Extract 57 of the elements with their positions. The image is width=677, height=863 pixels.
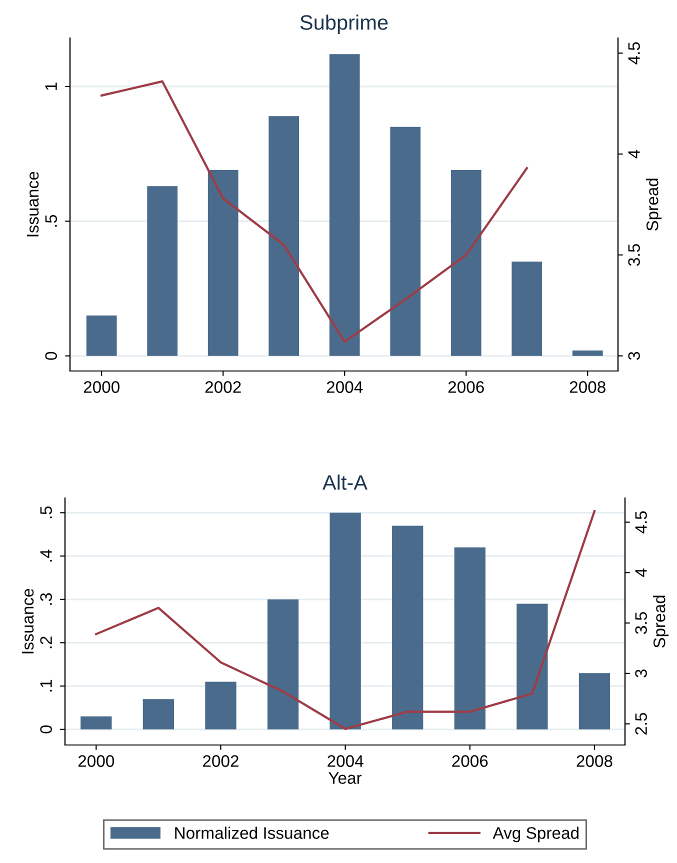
bar [205,682,236,730]
bar [516,604,548,730]
bar [572,350,603,356]
y2-tick-label: 3.5 [628,244,640,266]
y-tick-label: 0 [45,352,57,360]
chart-title: Alt-A [322,474,368,490]
y2-tick-label: 2.5 [635,712,647,735]
y2-tick-label: 3 [635,670,647,678]
bar [450,170,482,356]
bar [390,126,421,356]
bar [142,699,174,730]
y-tick-label: .2 [40,636,52,648]
x-axis-title: Year [328,772,362,784]
bar [392,526,424,730]
y-tick-label: .3 [40,593,52,605]
y2-axis-title: Spread [646,178,662,231]
x-tick-label: 2006 [448,381,484,393]
legend-label: Avg Spread [492,826,578,842]
x-tick-label: 2008 [576,755,612,767]
bar [208,170,238,356]
bar [267,599,299,730]
y2-tick-label: 4 [635,568,647,577]
x-tick-label: 2006 [452,755,488,767]
x-tick-label: 2000 [78,755,114,767]
x-tick-label: 2008 [570,381,606,393]
chart-title: Subprime [300,14,388,34]
bar [329,54,360,356]
y-axis-title: Issuance [27,172,39,236]
x-tick-label: 2000 [84,381,120,393]
y2-tick-label: 4.5 [628,42,640,64]
x-tick-label: 2002 [205,381,241,393]
bar [80,716,112,730]
y-tick-label: .1 [40,680,52,692]
y2-tick-label: 3.5 [635,612,647,634]
x-tick-label: 2004 [328,755,364,767]
line-series [95,510,596,730]
y-tick-label: .5 [45,214,57,227]
legend-label: Normalized Issuance [175,826,329,839]
y-tick-label: .4 [40,550,52,562]
line-series [100,80,528,343]
y-tick-label: .5 [40,506,52,518]
y-tick-label: 0 [40,725,52,734]
bar [268,116,300,356]
y2-tick-label: 4 [628,150,640,158]
y2-axis-title: Spread [653,596,669,648]
bar [147,186,178,356]
y2-tick-label: 4.5 [635,511,647,534]
y-axis-title: Issuance [22,588,34,654]
bar [578,673,610,730]
y2-tick-label: 3 [628,352,640,360]
bar [512,262,542,356]
bar [454,547,486,730]
x-tick-label: 2004 [326,381,363,393]
x-tick-label: 2002 [203,755,238,767]
bar [86,316,117,356]
bar [330,512,361,730]
y-tick-label: 1 [45,82,57,90]
